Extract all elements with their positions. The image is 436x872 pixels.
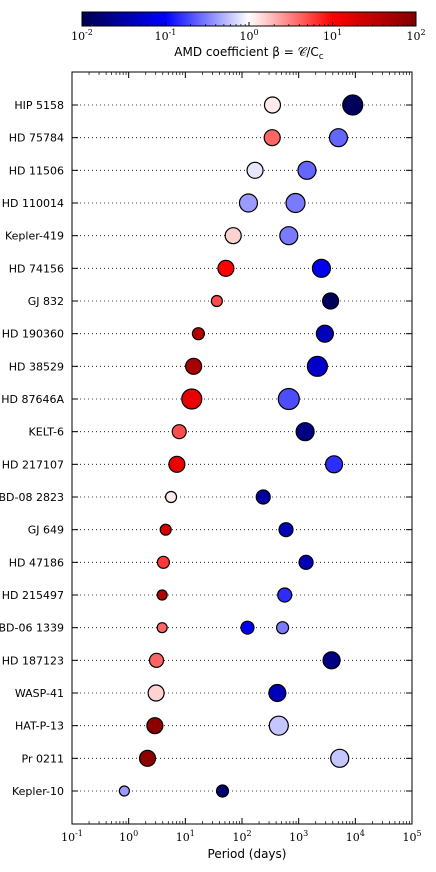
system-label: HD 187123 <box>2 654 64 667</box>
planet-point <box>217 259 235 277</box>
planet-point <box>279 226 299 246</box>
planet-point <box>277 387 300 411</box>
system-label: HD 47186 <box>9 556 64 569</box>
system-label: BD-06 1339 <box>0 622 64 635</box>
system-label: HD 87646A <box>1 393 64 406</box>
x-tick-label: 101 <box>176 829 195 844</box>
planet-point <box>224 227 242 245</box>
planet-point <box>311 258 332 278</box>
system-label: Pr 0211 <box>22 752 64 765</box>
planet-point <box>330 748 350 768</box>
planet-point <box>210 294 223 308</box>
planet-point <box>306 355 328 377</box>
system-label: Kepler-10 <box>12 785 64 798</box>
colorbar-ticks: 10-2 10-1 100 101 102 <box>71 22 426 43</box>
planet-point <box>297 160 317 180</box>
x-tick-label: 105 <box>402 829 421 844</box>
planet-point <box>164 490 178 504</box>
system-label: HD 215497 <box>2 589 64 602</box>
planet-point <box>191 327 205 341</box>
planet-point <box>321 292 340 310</box>
planet-point <box>168 455 186 473</box>
planet-point <box>181 388 203 410</box>
planet-point <box>263 96 282 114</box>
system-label: GJ 649 <box>28 524 64 537</box>
x-tick-label: 103 <box>289 829 308 844</box>
system-label: GJ 832 <box>28 295 64 308</box>
planet-point <box>315 324 334 343</box>
planet-point <box>278 522 294 538</box>
system-label: BD-08 2823 <box>0 491 64 504</box>
planet-point <box>238 193 259 213</box>
planet-point <box>246 161 264 179</box>
x-tick-label: 100 <box>119 829 138 844</box>
x-tick-label: 104 <box>346 829 365 844</box>
planet-point <box>255 489 271 505</box>
planet-point <box>147 684 165 702</box>
planet-point <box>159 523 172 536</box>
planet-point <box>215 784 230 798</box>
colorbar-tick-label: 10-1 <box>155 28 177 43</box>
planet-point <box>148 652 165 668</box>
colorbar-tick-label: 10-2 <box>71 28 93 43</box>
system-label: HD 75784 <box>9 132 64 145</box>
planet-point <box>156 622 168 634</box>
plot-frame <box>71 71 413 825</box>
planet-point <box>285 192 306 214</box>
system-label: KELT-6 <box>29 426 64 439</box>
planet-point <box>295 422 315 442</box>
planet-point <box>185 357 203 375</box>
colorbar-tick-label: 102 <box>406 28 425 43</box>
planet-point <box>268 715 289 736</box>
x-tick-label: 10-1 <box>61 829 83 844</box>
system-label: HD 217107 <box>2 458 64 471</box>
x-axis-label: Period (days) <box>208 847 287 861</box>
colorbar: 10-2 10-1 100 101 102 AMD coefficient β = 𝒞/… <box>71 11 426 62</box>
planet-point <box>146 717 164 735</box>
planet-point <box>277 587 293 603</box>
planet-point <box>275 621 290 635</box>
planet-point <box>328 128 349 148</box>
system-label: HD 110014 <box>2 197 64 210</box>
system-label: HD 38529 <box>9 360 64 373</box>
planet-point <box>322 651 341 670</box>
planet-point <box>240 620 255 635</box>
planet-point <box>118 785 130 797</box>
planet-point <box>156 589 168 601</box>
planet-point <box>263 129 281 147</box>
system-labels: HIP 5158 HD 75784 HD 11506 HD 110014 Kepler-… <box>0 99 64 798</box>
colorbar-label: AMD coefficient β = 𝒞/Cc <box>174 45 324 62</box>
x-tick-label: 102 <box>232 829 251 844</box>
data-points <box>118 94 364 798</box>
planet-point <box>324 455 344 474</box>
planet-point <box>138 749 157 767</box>
system-label: WASP-41 <box>15 687 64 700</box>
system-label: HD 190360 <box>2 328 64 341</box>
planet-point <box>342 94 364 116</box>
system-label: HD 11506 <box>9 164 64 177</box>
planet-point <box>268 683 287 703</box>
colorbar-tick-label: 100 <box>239 28 258 43</box>
system-label: HIP 5158 <box>14 99 64 112</box>
system-label: HD 74156 <box>9 262 64 275</box>
planet-point <box>171 424 187 440</box>
colorbar-tick-label: 101 <box>323 28 342 43</box>
planet-point <box>298 554 314 570</box>
planet-point <box>156 555 170 569</box>
system-label: Kepler-419 <box>5 230 64 243</box>
system-label: HAT-P-13 <box>15 720 64 733</box>
x-axis-ticks: 10-1 100 101 102 103 104 105 <box>61 72 422 844</box>
